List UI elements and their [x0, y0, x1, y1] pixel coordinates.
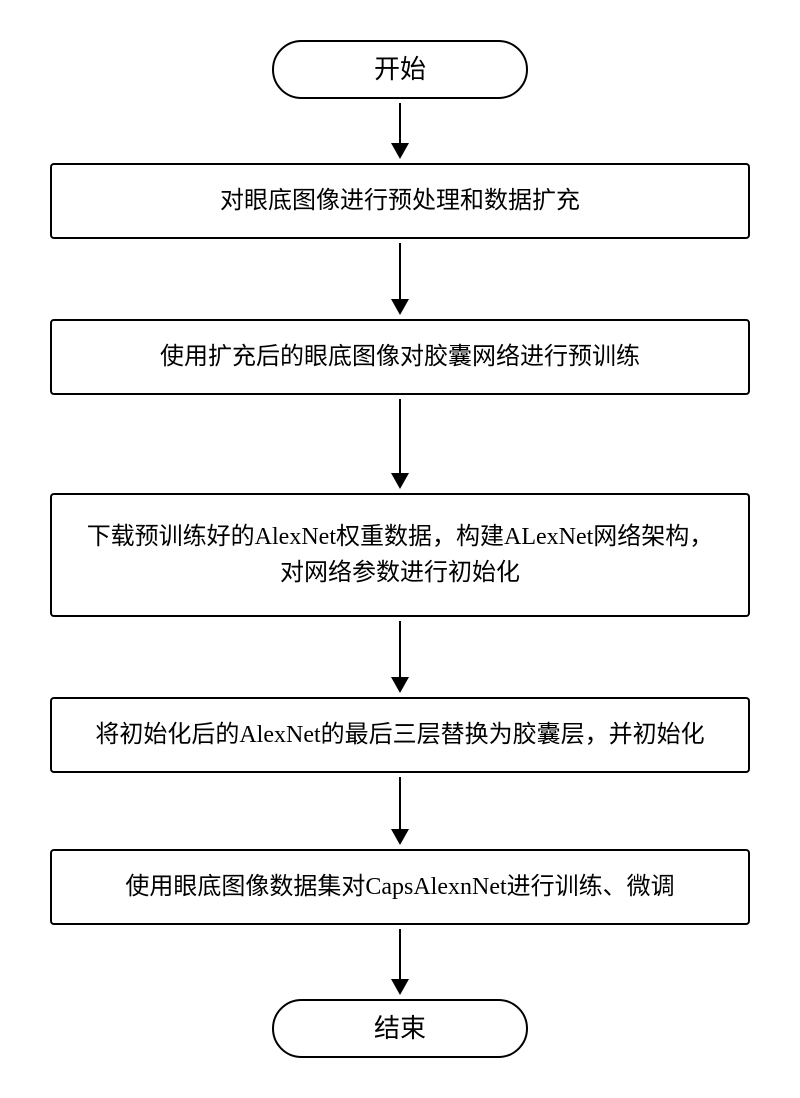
step-text: 下载预训练好的AlexNet权重数据，构建ALexNet网络架构，对网络参数进行…	[87, 524, 714, 586]
process-step-3: 下载预训练好的AlexNet权重数据，构建ALexNet网络架构，对网络参数进行…	[50, 493, 750, 617]
arrow-head-icon	[391, 473, 409, 489]
step-text: 使用眼底图像数据集对CapsAlexnNet进行训练、微调	[125, 874, 674, 900]
arrow-head-icon	[391, 979, 409, 995]
end-label: 结束	[374, 1014, 426, 1043]
arrow-line	[399, 103, 401, 143]
arrow-line	[399, 777, 401, 829]
flowchart-container: 开始 对眼底图像进行预处理和数据扩充 使用扩充后的眼底图像对胶囊网络进行预训练 …	[0, 0, 800, 1098]
step-text: 使用扩充后的眼底图像对胶囊网络进行预训练	[160, 344, 640, 370]
terminal-start: 开始	[272, 40, 528, 99]
process-step-2: 使用扩充后的眼底图像对胶囊网络进行预训练	[50, 319, 750, 395]
arrow	[391, 621, 409, 693]
arrow	[391, 929, 409, 995]
step-text: 对眼底图像进行预处理和数据扩充	[220, 188, 580, 214]
arrow-line	[399, 243, 401, 299]
arrow-head-icon	[391, 677, 409, 693]
arrow	[391, 399, 409, 489]
arrow	[391, 103, 409, 159]
terminal-end: 结束	[272, 999, 528, 1058]
arrow-line	[399, 929, 401, 979]
arrow-head-icon	[391, 299, 409, 315]
process-step-1: 对眼底图像进行预处理和数据扩充	[50, 163, 750, 239]
arrow	[391, 777, 409, 845]
arrow-head-icon	[391, 143, 409, 159]
step-text: 将初始化后的AlexNet的最后三层替换为胶囊层，并初始化	[95, 722, 704, 748]
arrow-head-icon	[391, 829, 409, 845]
start-label: 开始	[374, 55, 426, 84]
process-step-4: 将初始化后的AlexNet的最后三层替换为胶囊层，并初始化	[50, 697, 750, 773]
process-step-5: 使用眼底图像数据集对CapsAlexnNet进行训练、微调	[50, 849, 750, 925]
arrow-line	[399, 399, 401, 473]
arrow	[391, 243, 409, 315]
arrow-line	[399, 621, 401, 677]
